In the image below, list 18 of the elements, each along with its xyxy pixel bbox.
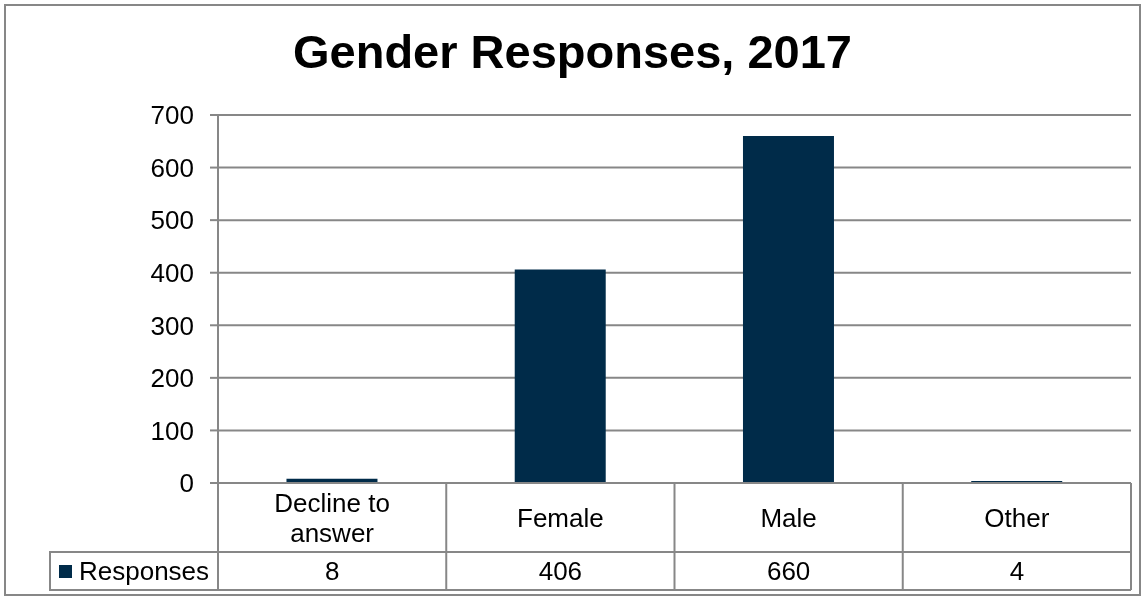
y-tick-label: 700 — [150, 100, 194, 131]
data-label: 4 — [1009, 556, 1025, 586]
x-tick-label: Decline to answer — [274, 487, 390, 548]
x-tick-label: Male — [760, 502, 817, 533]
data-label: 406 — [538, 556, 583, 586]
y-tick-label: 500 — [150, 205, 194, 236]
y-tick-label: 200 — [150, 363, 194, 394]
data-label: 660 — [766, 556, 811, 586]
y-tick-label: 300 — [150, 310, 194, 341]
y-tick-label: 100 — [150, 415, 194, 446]
y-tick-label: 0 — [179, 468, 194, 499]
x-tick-label: Female — [517, 502, 604, 533]
y-tick-label: 600 — [150, 152, 194, 183]
chart-title: Gender Responses, 2017 — [291, 24, 853, 80]
data-label: 8 — [324, 556, 340, 586]
x-tick-label: Other — [984, 502, 1050, 533]
legend-label: Responses — [79, 556, 210, 586]
y-tick-label: 400 — [150, 257, 194, 288]
